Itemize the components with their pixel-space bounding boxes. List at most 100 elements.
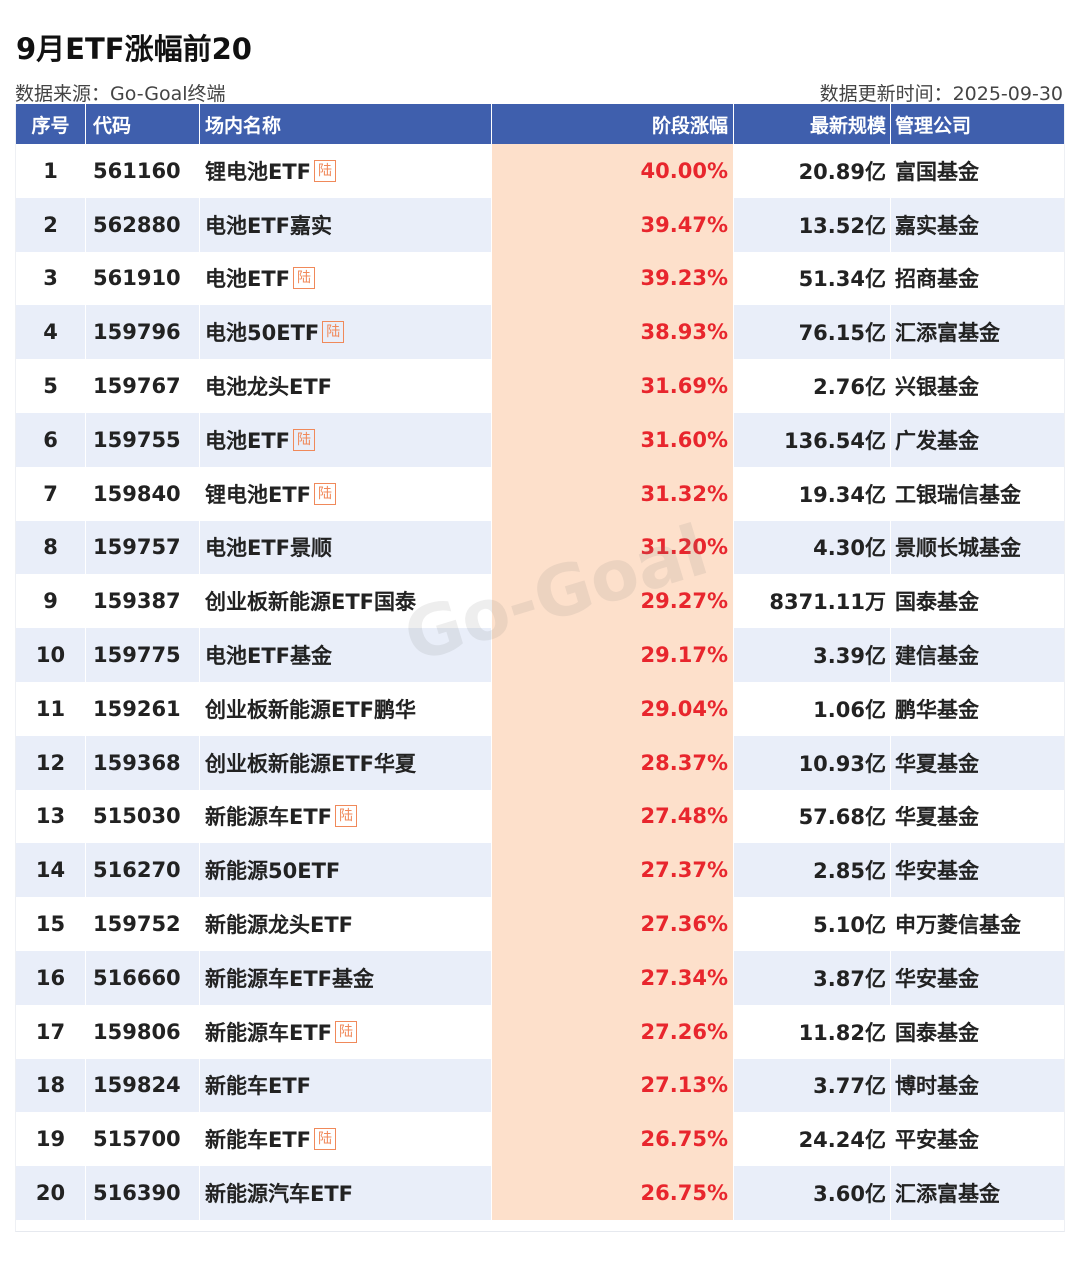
header-code[interactable]: 代码 [86,104,200,144]
row-code: 159806 [86,1004,200,1059]
row-no-text: 3 [43,266,58,291]
row-company: 景顺长城基金 [891,521,1064,575]
data-source: 数据来源：Go-Goal终端 [15,83,226,105]
row-no-text: 14 [35,858,66,883]
row-code: 159752 [86,897,200,951]
row-company-text: 鹏华基金 [895,697,979,722]
row-company: 工银瑞信基金 [891,467,1064,521]
row-company: 招商基金 [891,252,1064,306]
table-row[interactable]: 18 159824 新能车ETF 27.13% 3.77亿 博时基金 [16,1058,1064,1113]
row-name-text: 新能车ETF [205,1128,312,1153]
row-code-text: 159775 [93,643,181,668]
row-company: 申万菱信基金 [891,897,1064,951]
row-name-text: 电池ETF嘉实 [205,213,333,238]
row-no: 12 [16,735,86,790]
row-gain: 26.75% [492,1166,734,1220]
row-size-text: 3.39亿 [813,644,886,669]
etf-table: 序号 代码 场内名称 阶段涨幅 最新规模 管理公司 1 561160 锂电池ETF 陆… [15,104,1065,1232]
row-company-text: 平安基金 [895,1128,979,1153]
header-gain[interactable]: 阶段涨幅 [492,104,734,144]
table-row[interactable]: 9 159387 创业板新能源ETF国泰 29.27% 8371.11万 国泰基金 [16,574,1064,629]
row-name: 新能源车ETF 陆 [200,1004,492,1059]
row-company-text: 工银瑞信基金 [895,482,1021,507]
row-code: 159757 [86,520,200,575]
row-no: 10 [16,628,86,682]
row-size: 10.93亿 [734,735,891,790]
row-name: 创业板新能源ETF国泰 [200,574,492,629]
table-row[interactable]: 10 159775 电池ETF基金 29.17% 3.39亿 建信基金 [16,628,1064,682]
row-code: 159767 [86,359,200,413]
table-row[interactable]: 6 159755 电池ETF 陆 31.60% 136.54亿 广发基金 [16,412,1064,467]
row-size-text: 3.60亿 [813,1182,886,1207]
table-row[interactable]: 15 159752 新能源龙头ETF 27.36% 5.10亿 申万菱信基金 [16,897,1064,951]
table-row[interactable]: 19 515700 新能车ETF 陆 26.75% 24.24亿 平安基金 [16,1112,1064,1167]
table-row[interactable]: 8 159757 电池ETF景顺 31.20% 4.30亿 景顺长城基金 [16,520,1064,575]
row-company-text: 景顺长城基金 [895,536,1021,561]
table-row[interactable]: 17 159806 新能源车ETF 陆 27.26% 11.82亿 国泰基金 [16,1004,1064,1059]
row-code: 562880 [86,197,200,252]
row-company-text: 招商基金 [895,267,979,292]
row-name-text: 创业板新能源ETF鹏华 [205,697,417,722]
row-size-text: 5.10亿 [813,913,886,938]
row-no: 9 [16,574,86,629]
table-row[interactable]: 20 516390 新能源汽车ETF 26.75% 3.60亿 汇添富基金 [16,1166,1064,1220]
row-code-text: 159368 [93,750,181,775]
row-gain-text: 27.26% [640,1019,728,1044]
row-name: 新能车ETF [200,1058,492,1113]
table-row[interactable]: 14 516270 新能源50ETF 27.37% 2.85亿 华安基金 [16,843,1064,898]
row-no: 19 [16,1112,86,1167]
row-no-text: 15 [35,912,66,937]
row-name: 新能源汽车ETF [200,1166,492,1220]
table-row[interactable]: 7 159840 锂电池ETF 陆 31.32% 19.34亿 工银瑞信基金 [16,466,1064,521]
table-row[interactable]: 11 159261 创业板新能源ETF鹏华 29.04% 1.06亿 鹏华基金 [16,681,1064,736]
row-no-text: 7 [43,481,58,506]
row-size-text: 3.87亿 [813,966,886,991]
row-code: 159775 [86,628,200,682]
row-gain-text: 31.60% [640,427,728,452]
update-time: 数据更新时间：2025-09-30 [819,83,1063,105]
row-gain: 29.04% [492,681,734,736]
row-name: 电池龙头ETF [200,359,492,413]
row-no-text: 2 [43,212,58,237]
table-row[interactable]: 12 159368 创业板新能源ETF华夏 28.37% 10.93亿 华夏基金 [16,735,1064,790]
row-code: 515700 [86,1112,200,1167]
row-size-text: 136.54亿 [783,428,886,453]
row-no: 2 [16,197,86,252]
row-size: 8371.11万 [734,574,891,629]
row-gain-text: 27.37% [640,858,728,883]
row-gain-text: 27.34% [640,965,728,990]
row-gain: 31.32% [492,466,734,521]
row-name-text: 创业板新能源ETF国泰 [205,590,417,615]
table-row[interactable]: 2 562880 电池ETF嘉实 39.47% 13.52亿 嘉实基金 [16,197,1064,252]
row-gain-text: 40.00% [640,158,728,183]
table-row[interactable]: 3 561910 电池ETF 陆 39.23% 51.34亿 招商基金 [16,251,1064,306]
header-no[interactable]: 序号 [16,104,86,144]
table-row[interactable]: 13 515030 新能源车ETF 陆 27.48% 57.68亿 华夏基金 [16,789,1064,844]
row-name: 创业板新能源ETF鹏华 [200,681,492,736]
header-size[interactable]: 最新规模 [734,104,891,144]
row-gain: 38.93% [492,305,734,360]
row-gain-text: 27.13% [640,1073,728,1098]
row-size-text: 20.89亿 [798,159,886,184]
row-no: 3 [16,251,86,306]
table-row[interactable]: 16 516660 新能源车ETF基金 27.34% 3.87亿 华安基金 [16,950,1064,1005]
row-name: 新能源车ETF基金 [200,950,492,1005]
row-code-text: 159757 [93,535,181,560]
row-code: 159368 [86,735,200,790]
row-company: 嘉实基金 [891,198,1064,252]
row-name: 新能车ETF 陆 [200,1112,492,1167]
row-size-text: 1.06亿 [813,697,886,722]
lu-tag-badge: 陆 [314,482,337,505]
row-gain: 40.00% [492,144,734,198]
row-name: 新能源50ETF [200,843,492,898]
header-company[interactable]: 管理公司 [895,114,972,137]
row-no-text: 11 [35,696,66,721]
row-gain-text: 39.47% [640,212,728,237]
row-size-text: 51.34亿 [798,267,886,292]
table-row[interactable]: 1 561160 锂电池ETF 陆 40.00% 20.89亿 富国基金 [16,144,1064,198]
header-name[interactable]: 场内名称 [200,104,492,144]
table-row[interactable]: 5 159767 电池龙头ETF 31.69% 2.76亿 兴银基金 [16,359,1064,413]
row-gain-text: 29.27% [640,589,728,614]
table-row[interactable]: 4 159796 电池50ETF 陆 38.93% 76.15亿 汇添富基金 [16,305,1064,360]
row-gain: 31.69% [492,359,734,413]
